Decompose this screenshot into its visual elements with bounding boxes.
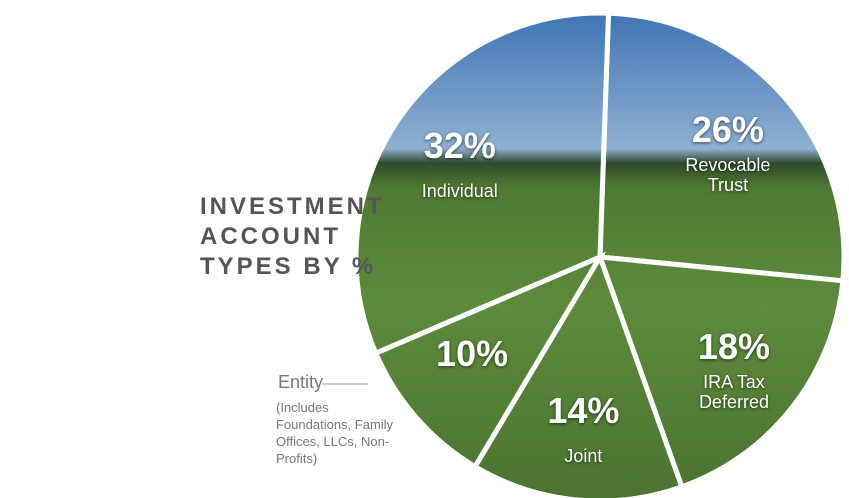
value-label: 18% [698, 326, 770, 368]
page: INVESTMENT ACCOUNT TYPES BY % Entity (In… [0, 0, 849, 498]
chart-title: INVESTMENT ACCOUNT TYPES BY % [200, 192, 405, 282]
category-label: Individual [405, 181, 515, 201]
category-label: IRA Tax Deferred [679, 372, 789, 412]
value-label: 32% [424, 125, 496, 167]
category-label: Revocable Trust [673, 155, 783, 195]
category-label: Joint [528, 446, 638, 466]
category-label: Entity [278, 372, 323, 393]
value-label: 10% [436, 333, 508, 375]
value-label: 26% [692, 109, 764, 151]
annotation: (Includes Foundations, Family Offices, L… [276, 399, 396, 467]
chart [0, 0, 849, 498]
value-label: 14% [547, 390, 619, 432]
